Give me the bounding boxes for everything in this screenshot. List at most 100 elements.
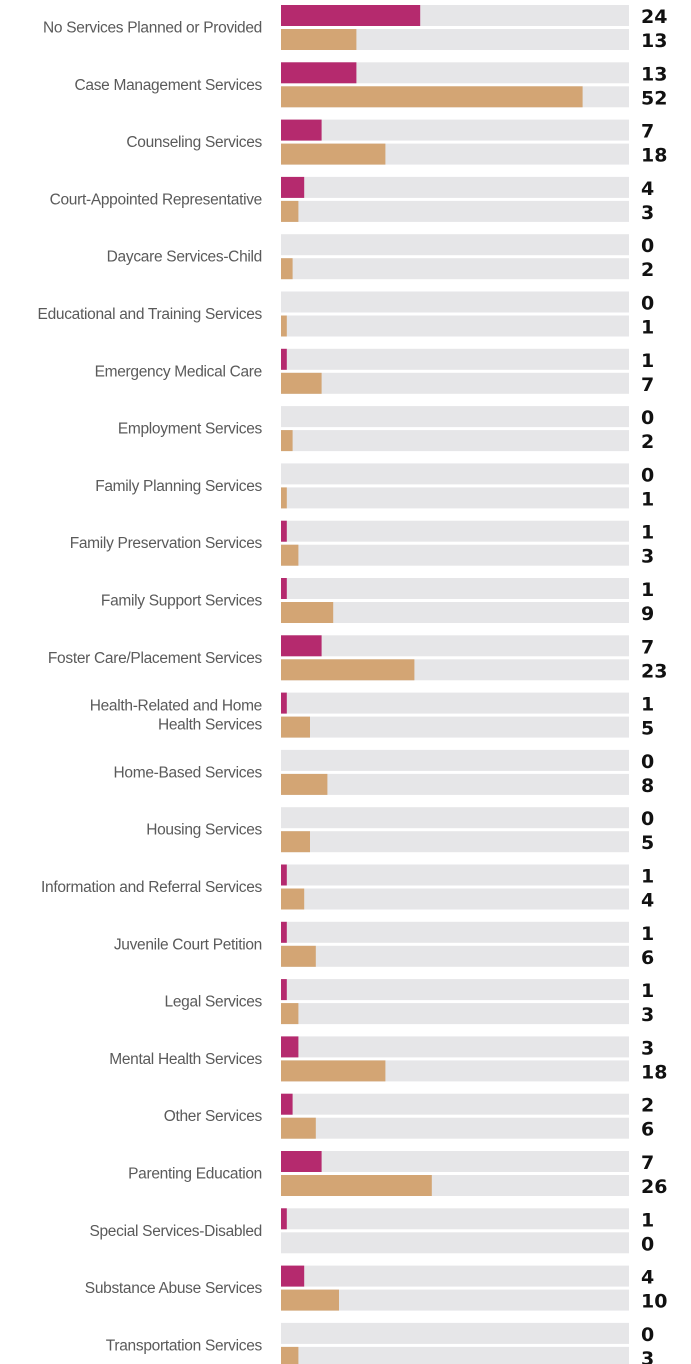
bar-track: [281, 1265, 629, 1287]
bar-series-a: [281, 119, 322, 141]
chart-row: Family Planning Services 01: [95, 463, 654, 510]
bar-series-b: [281, 1003, 299, 1025]
value-label: 2: [641, 1095, 654, 1117]
bar-track: [281, 1003, 629, 1025]
value-label: 10: [641, 1291, 667, 1313]
bar-track: [281, 430, 629, 452]
chart-row: Legal Services 13: [165, 979, 654, 1026]
bar-track: [281, 635, 629, 657]
bar-track: [281, 578, 629, 599]
bar-series-b: [281, 1289, 339, 1311]
chart-row: Substance Abuse Services 410: [85, 1265, 667, 1313]
bar-track: [281, 406, 629, 428]
value-label: 6: [641, 947, 654, 969]
category-label: Foster Care/Placement Services: [48, 650, 263, 667]
category-label: Family Planning Services: [95, 478, 262, 495]
value-label: 8: [641, 775, 654, 797]
bar-track: [281, 544, 629, 566]
bar-series-a: [281, 348, 287, 370]
category-label: Family Support Services: [101, 593, 263, 610]
value-label: 0: [641, 808, 654, 830]
bar-series-a: [281, 1093, 293, 1115]
category-label: Mental Health Services: [109, 1051, 262, 1068]
bar-series-b: [281, 1117, 316, 1139]
bar-series-b: [281, 602, 334, 623]
chart-row: Information and Referral Services 14: [41, 864, 654, 912]
bar-series-b: [281, 86, 583, 108]
chart-row: Foster Care/Placement Services 723: [48, 635, 667, 682]
bar-track: [281, 29, 629, 50]
bar-track: [281, 176, 629, 198]
bar-series-a: [281, 520, 287, 542]
category-label: Court-Appointed Representative: [50, 191, 262, 208]
value-label: 1: [641, 694, 654, 716]
bar-series-a: [281, 692, 287, 714]
bar-track: [281, 315, 629, 337]
bar-series-b: [281, 888, 305, 910]
value-label: 0: [641, 1324, 654, 1346]
bar-series-b: [281, 659, 415, 681]
bar-track: [281, 1151, 629, 1172]
category-label: Health-Related and Home: [90, 698, 262, 715]
value-label: 1: [641, 923, 654, 945]
bar-series-b: [281, 945, 316, 967]
value-label: 13: [641, 63, 667, 85]
chart-row: Special Services-Disabled 10: [89, 1208, 654, 1255]
chart-row: Other Services 26: [164, 1093, 654, 1141]
category-label: Transportation Services: [106, 1337, 263, 1354]
bar-track: [281, 200, 629, 222]
bar-series-a: [281, 1036, 299, 1058]
bar-track: [281, 1093, 629, 1115]
bar-series-b: [281, 716, 310, 738]
bar-track: [281, 1208, 629, 1230]
category-label: Parenting Education: [128, 1166, 262, 1183]
bar-track: [281, 62, 629, 84]
category-label: Counseling Services: [126, 134, 262, 151]
bar-series-a: [281, 979, 287, 1001]
chart-row: Parenting Education 726: [128, 1151, 667, 1198]
bar-track: [281, 1322, 629, 1344]
value-label: 1: [641, 317, 654, 339]
category-label: Substance Abuse Services: [85, 1280, 263, 1297]
value-label: 26: [641, 1176, 667, 1198]
value-label: 1: [641, 1209, 654, 1231]
value-label: 1: [641, 350, 654, 372]
value-label: 5: [641, 832, 654, 854]
bar-series-b: [281, 372, 322, 394]
value-label: 3: [641, 1348, 654, 1364]
bar-series-b: [281, 430, 293, 452]
bar-track: [281, 979, 629, 1001]
bar-track: [281, 1289, 629, 1311]
bar-series-b: [281, 487, 287, 509]
bar-series-b: [281, 544, 299, 566]
bar-series-b: [281, 773, 328, 795]
bar-series-a: [281, 176, 305, 198]
bar-series-a: [281, 864, 287, 886]
chart-row: Emergency Medical Care 17: [95, 348, 654, 396]
category-label: Family Preservation Services: [70, 535, 263, 552]
category-label: Housing Services: [146, 822, 262, 839]
value-label: 24: [641, 6, 667, 28]
category-label: Daycare Services-Child: [107, 249, 262, 266]
bar-track: [281, 119, 629, 141]
chart-row: Transportation Services 0 3: [106, 1322, 654, 1364]
value-label: 0: [641, 464, 654, 486]
category-label: Home-Based Services: [114, 764, 263, 781]
value-label: 18: [641, 1061, 667, 1083]
value-label: 0: [641, 407, 654, 429]
bar-track: [281, 520, 629, 542]
bar-track: [281, 291, 629, 313]
value-label: 1: [641, 522, 654, 544]
chart-row: Mental Health Services 318: [109, 1036, 667, 1083]
bar-track: [281, 716, 629, 738]
value-label: 7: [641, 636, 654, 658]
bar-series-b: [281, 1346, 299, 1364]
bar-series-a: [281, 1265, 305, 1287]
bar-series-b: [281, 1175, 432, 1196]
bar-track: [281, 945, 629, 967]
bar-track: [281, 807, 629, 829]
category-label: Employment Services: [118, 421, 263, 438]
chart-row: Juvenile Court Petition 16: [114, 921, 654, 969]
bar-track: [281, 1117, 629, 1139]
